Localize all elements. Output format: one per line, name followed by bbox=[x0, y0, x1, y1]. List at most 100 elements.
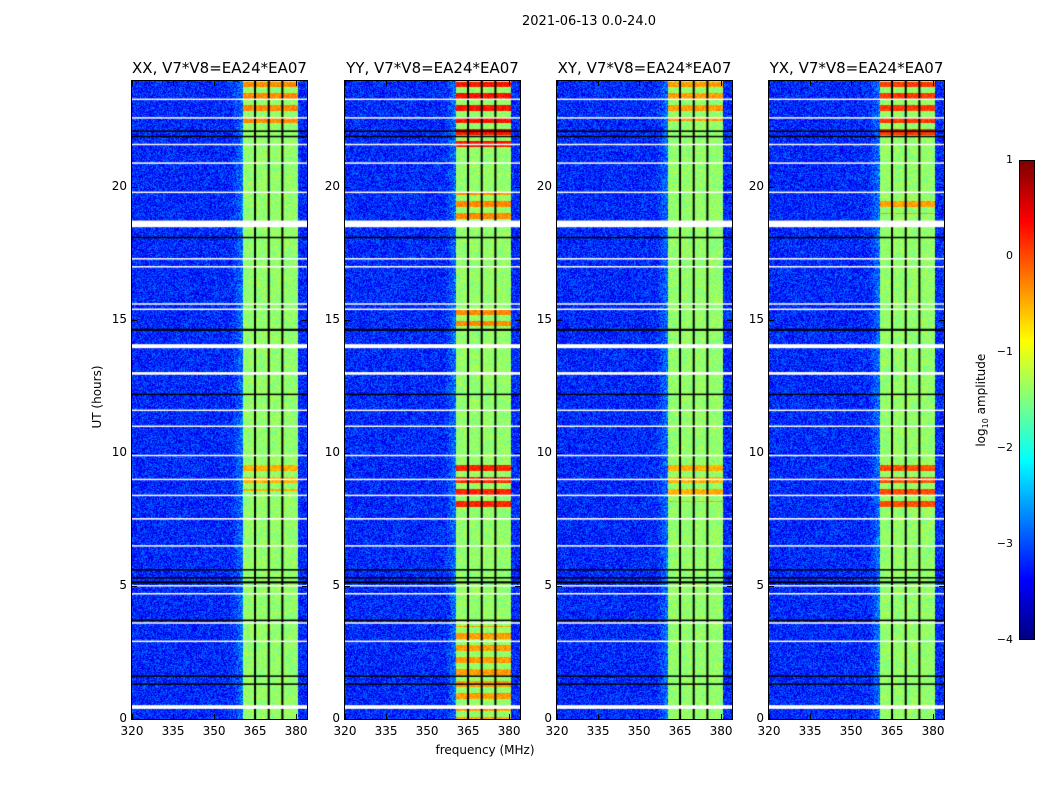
x-tick-mark bbox=[933, 714, 935, 719]
y-tick-label: 10 bbox=[111, 445, 127, 460]
y-tick-label: 5 bbox=[119, 578, 127, 593]
y-tick-mark bbox=[302, 719, 307, 720]
y-tick-mark bbox=[132, 719, 137, 720]
y-tick-mark bbox=[727, 586, 732, 588]
y-tick-mark bbox=[302, 586, 307, 588]
y-tick-label: 10 bbox=[536, 445, 552, 460]
x-tick-mark bbox=[892, 714, 894, 719]
y-tick-mark bbox=[939, 719, 944, 720]
panel-title-3: YX, V7*V8=EA24*EA07 bbox=[769, 59, 944, 77]
x-tick-mark bbox=[468, 714, 470, 719]
y-tick-mark bbox=[132, 320, 137, 322]
x-tick-mark bbox=[557, 714, 558, 719]
x-tick-mark bbox=[721, 714, 723, 719]
y-tick-label: 0 bbox=[332, 711, 340, 725]
y-tick-label: 0 bbox=[544, 711, 552, 725]
x-tick-mark bbox=[680, 81, 682, 86]
x-tick-mark bbox=[345, 81, 346, 86]
x-tick-mark bbox=[296, 714, 298, 719]
x-tick-label: 380 bbox=[709, 724, 733, 738]
x-tick-mark bbox=[892, 81, 894, 86]
x-axis-label: frequency (MHz) bbox=[435, 743, 535, 757]
x-tick-mark bbox=[810, 714, 812, 719]
y-tick-mark bbox=[515, 320, 520, 322]
colorbar-tick-label: 0 bbox=[1006, 249, 1013, 262]
panel-title-2: XY, V7*V8=EA24*EA07 bbox=[557, 59, 732, 77]
heatmap-cells-1 bbox=[345, 81, 520, 719]
x-tick-label: 320 bbox=[757, 724, 781, 738]
x-tick-mark bbox=[173, 714, 175, 719]
y-tick-label: 10 bbox=[324, 445, 340, 460]
y-tick-label: 10 bbox=[748, 445, 764, 460]
heatmap-panel-2 bbox=[556, 80, 733, 720]
y-tick-label: 20 bbox=[536, 179, 552, 194]
x-tick-mark bbox=[810, 81, 812, 86]
x-tick-label: 320 bbox=[333, 724, 357, 738]
y-tick-mark bbox=[515, 586, 520, 588]
x-tick-mark bbox=[851, 714, 853, 719]
y-tick-label: 20 bbox=[748, 179, 764, 194]
y-tick-label: 20 bbox=[324, 179, 340, 194]
y-tick-mark bbox=[345, 586, 350, 588]
y-tick-mark bbox=[939, 187, 944, 189]
x-tick-mark bbox=[296, 81, 298, 86]
y-tick-mark bbox=[727, 719, 732, 720]
y-tick-mark bbox=[557, 320, 562, 322]
y-tick-label: 15 bbox=[111, 312, 127, 327]
x-tick-mark bbox=[557, 81, 558, 86]
y-tick-mark bbox=[557, 453, 562, 455]
y-tick-mark bbox=[769, 320, 774, 322]
x-tick-label: 320 bbox=[120, 724, 144, 738]
x-tick-label: 380 bbox=[497, 724, 521, 738]
y-tick-mark bbox=[345, 453, 350, 455]
colorbar bbox=[1019, 160, 1035, 640]
panel-title-0: XX, V7*V8=EA24*EA07 bbox=[132, 59, 307, 77]
y-tick-label: 15 bbox=[324, 312, 340, 327]
y-tick-mark bbox=[939, 586, 944, 588]
colorbar-tick-label: −3 bbox=[996, 537, 1013, 550]
x-tick-label: 335 bbox=[798, 724, 822, 738]
x-tick-mark bbox=[345, 714, 346, 719]
y-tick-mark bbox=[132, 453, 137, 455]
x-tick-mark bbox=[255, 714, 257, 719]
x-tick-label: 350 bbox=[839, 724, 863, 738]
x-tick-label: 365 bbox=[668, 724, 692, 738]
y-tick-mark bbox=[345, 719, 350, 720]
x-tick-mark bbox=[427, 81, 429, 86]
x-tick-mark bbox=[680, 714, 682, 719]
y-tick-mark bbox=[557, 586, 562, 588]
x-tick-label: 380 bbox=[284, 724, 308, 738]
heatmap-cells-2 bbox=[557, 81, 732, 719]
y-tick-mark bbox=[345, 187, 350, 189]
y-tick-mark bbox=[939, 453, 944, 455]
x-tick-label: 320 bbox=[545, 724, 569, 738]
y-tick-mark bbox=[727, 453, 732, 455]
y-tick-mark bbox=[302, 320, 307, 322]
colorbar-tick-label: −2 bbox=[996, 441, 1013, 454]
y-tick-mark bbox=[557, 719, 562, 720]
y-tick-mark bbox=[132, 586, 137, 588]
y-tick-label: 15 bbox=[748, 312, 764, 327]
colorbar-tick-label: −4 bbox=[996, 633, 1013, 646]
x-tick-label: 350 bbox=[627, 724, 651, 738]
x-tick-mark bbox=[427, 714, 429, 719]
y-tick-mark bbox=[769, 187, 774, 189]
y-tick-label: 0 bbox=[119, 711, 127, 725]
x-tick-mark bbox=[132, 81, 133, 86]
heatmap-panel-0 bbox=[131, 80, 308, 720]
y-tick-label: 5 bbox=[544, 578, 552, 593]
panel-title-1: YY, V7*V8=EA24*EA07 bbox=[346, 59, 519, 77]
y-tick-mark bbox=[727, 187, 732, 189]
x-tick-mark bbox=[255, 81, 257, 86]
y-tick-mark bbox=[515, 453, 520, 455]
x-tick-mark bbox=[468, 81, 470, 86]
x-tick-label: 335 bbox=[586, 724, 610, 738]
x-tick-mark bbox=[386, 81, 388, 86]
x-tick-mark bbox=[851, 81, 853, 86]
y-tick-mark bbox=[302, 453, 307, 455]
y-tick-mark bbox=[515, 719, 520, 720]
y-tick-label: 5 bbox=[332, 578, 340, 593]
y-tick-mark bbox=[345, 320, 350, 322]
colorbar-tick-label: −1 bbox=[996, 345, 1013, 358]
